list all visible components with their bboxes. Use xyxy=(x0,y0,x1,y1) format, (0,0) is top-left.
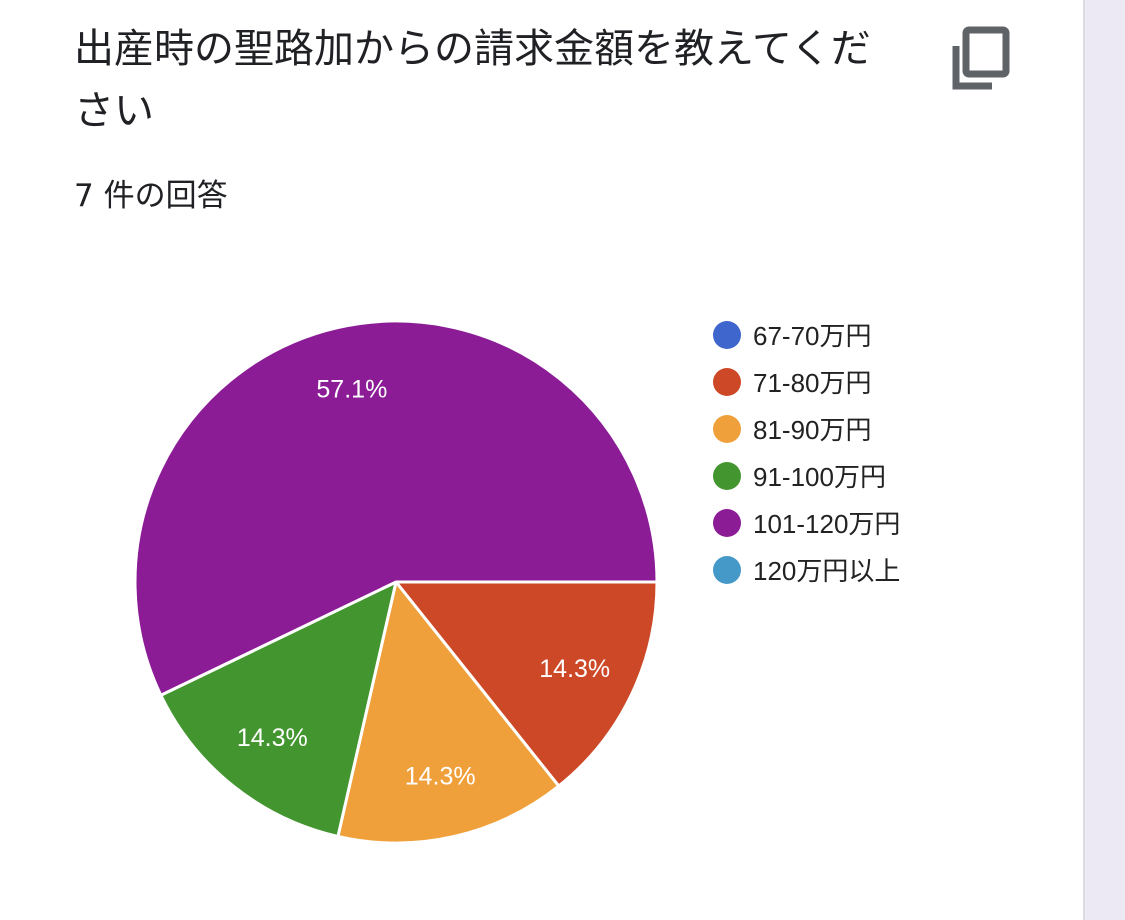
legend-label-6: 120万円以上 xyxy=(753,556,900,586)
legend-label-5: 101-120万円 xyxy=(753,509,900,539)
chart-legend: 67-70万円 71-80万円 81-90万円 91-100万円 101-120万円 12… xyxy=(713,321,900,586)
pie-slice-5 xyxy=(133,319,659,698)
pie-slice-2 xyxy=(392,580,659,789)
response-count: 7 件の回答 xyxy=(74,178,228,214)
pie-slice-label-2: 14.3% xyxy=(539,655,610,683)
pie-slice-label-5: 57.1% xyxy=(316,376,387,404)
question-title: 出産時の聖路加からの請求金額を教えてください xyxy=(74,26,871,134)
pie-chart: 14.3% 14.3% 14.3% 57.1% 67-70万円 71-80万円 81-90… xyxy=(133,319,900,845)
pie-slices xyxy=(133,319,659,845)
legend-swatch-1 xyxy=(713,321,741,349)
legend-label-3: 81-90万円 xyxy=(753,415,872,445)
chart-card: 出産時の聖路加からの請求金額を教えてください 7 件の回答 14.3% 14.3%… xyxy=(0,0,1085,920)
pie-labels: 14.3% 14.3% 14.3% 57.1% xyxy=(237,376,610,791)
legend-label-2: 71-80万円 xyxy=(753,368,872,398)
legend-swatch-3 xyxy=(713,415,741,443)
copy-icon[interactable] xyxy=(946,24,1014,96)
pie-slice-4 xyxy=(158,579,399,839)
legend-label-1: 67-70万円 xyxy=(753,321,872,351)
legend-swatch-4 xyxy=(713,462,741,490)
legend-label-4: 91-100万円 xyxy=(753,462,886,492)
pie-slice-label-4: 14.3% xyxy=(237,724,308,752)
legend-swatch-2 xyxy=(713,368,741,396)
pie-slice-3 xyxy=(336,578,561,845)
legend-swatch-6 xyxy=(713,556,741,584)
pie-slice-label-3: 14.3% xyxy=(405,762,476,790)
legend-swatch-5 xyxy=(713,509,741,537)
